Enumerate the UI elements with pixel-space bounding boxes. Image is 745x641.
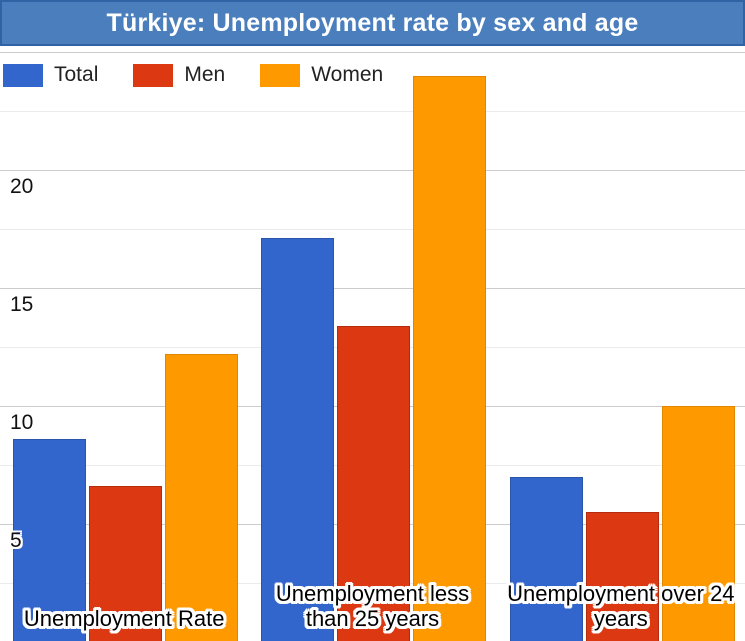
y-axis-label-15: 15 <box>10 293 34 316</box>
bar-men-unemployment-over-24-years <box>585 512 659 641</box>
legend-item-total: Total <box>3 63 98 87</box>
category-label-line: than 25 years <box>305 606 440 631</box>
legend-label: Men <box>184 63 226 86</box>
legend-swatch-women <box>260 63 301 87</box>
legend-item-men: Men <box>133 63 225 87</box>
gridline-17.5 <box>0 229 745 230</box>
legend: Total Men Women <box>3 63 383 87</box>
y-axis-label-10: 10 <box>10 411 34 434</box>
bar-women-unemployment-less-than-25-years <box>413 75 487 641</box>
gridline-22.5 <box>0 111 745 112</box>
legend-item-women: Women <box>260 63 383 87</box>
chart-title-bar: Türkiye: Unemployment rate by sex and ag… <box>0 0 745 46</box>
category-label-unemployment-rate: Unemployment Rate <box>4 606 244 631</box>
category-label-line: Unemployment less <box>275 581 470 606</box>
bar-women-unemployment-rate <box>165 354 238 641</box>
y-axis-label-20: 20 <box>10 175 34 198</box>
category-label-unemployment-less-than-25-years: Unemployment less than 25 years <box>252 581 492 631</box>
category-label-line: years <box>593 606 648 631</box>
bar-total-unemployment-rate <box>13 439 86 641</box>
bar-men-unemployment-less-than-25-years <box>337 325 411 641</box>
legend-swatch-total <box>3 63 43 87</box>
gridline-20 <box>0 170 745 171</box>
y-axis-label-5: 5 <box>10 529 22 552</box>
bar-total-unemployment-over-24-years <box>509 476 583 641</box>
legend-swatch-men <box>133 63 174 87</box>
bar-men-unemployment-rate <box>89 486 162 641</box>
category-label-line: Unemployment over 24 <box>507 581 735 606</box>
legend-label: Total <box>54 63 99 86</box>
gridline-25 <box>0 52 745 53</box>
chart-title: Türkiye: Unemployment rate by sex and ag… <box>106 8 639 37</box>
category-label-unemployment-over-24-years: Unemployment over 24 years <box>501 581 741 631</box>
bar-total-unemployment-less-than-25-years <box>261 238 335 641</box>
bar-women-unemployment-over-24-years <box>661 406 735 641</box>
category-label-line: Unemployment Rate <box>23 606 225 631</box>
legend-label: Women <box>311 63 384 86</box>
gridline-15 <box>0 288 745 289</box>
